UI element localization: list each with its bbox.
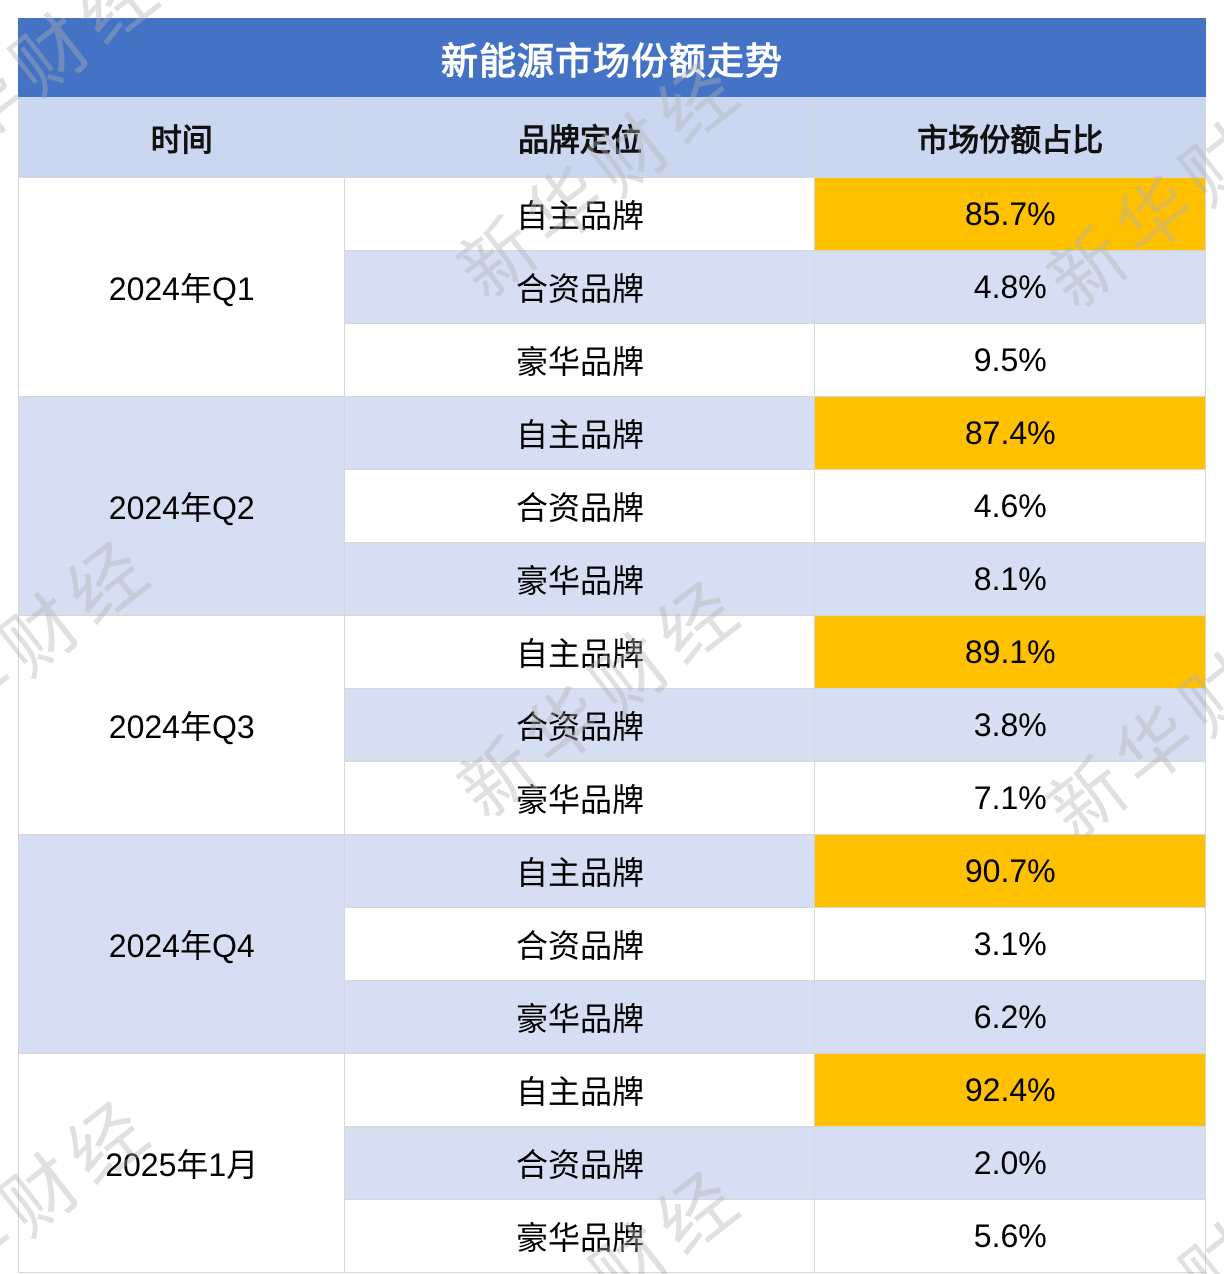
share-cell: 3.8% xyxy=(814,688,1206,762)
share-cell-highlight: 89.1% xyxy=(814,615,1206,689)
brand-cell: 自主品牌 xyxy=(344,177,816,251)
table-row: 豪华品牌 8.1% xyxy=(19,542,1206,616)
share-cell: 9.5% xyxy=(814,323,1206,397)
share-cell: 7.1% xyxy=(814,761,1206,835)
share-cell: 3.1% xyxy=(814,907,1206,981)
table-row: 合资品牌 3.1% xyxy=(19,907,1206,981)
share-cell: 2.0% xyxy=(814,1126,1206,1200)
period-cell: 2024年Q2 xyxy=(17,396,346,616)
share-cell-highlight: 92.4% xyxy=(814,1053,1206,1127)
brand-cell: 合资品牌 xyxy=(344,250,816,324)
table-row: 2024年Q2 自主品牌 87.4% xyxy=(17,396,1206,616)
period-cell: 2025年1月 xyxy=(17,1053,346,1273)
brand-cell: 合资品牌 xyxy=(344,688,816,762)
share-cell: 4.8% xyxy=(814,250,1206,324)
share-cell-highlight: 85.7% xyxy=(814,177,1206,251)
share-cell-highlight: 87.4% xyxy=(814,396,1206,470)
brand-cell: 自主品牌 xyxy=(344,396,816,470)
brand-cell: 合资品牌 xyxy=(344,1126,816,1200)
column-header-share: 市场份额占比 xyxy=(814,96,1206,178)
table-row: 合资品牌 3.8% xyxy=(19,688,1206,762)
share-cell-highlight: 90.7% xyxy=(814,834,1206,908)
brand-cell: 豪华品牌 xyxy=(344,542,816,616)
share-cell: 4.6% xyxy=(814,469,1206,543)
market-share-table: 新能源市场份额走势 时间 品牌定位 市场份额占比 2024年Q1 自主品牌 85… xyxy=(17,18,1206,1273)
table-row: 豪华品牌 7.1% xyxy=(19,761,1206,835)
table-header-row: 时间 品牌定位 市场份额占比 xyxy=(17,96,1206,178)
share-cell: 6.2% xyxy=(814,980,1206,1054)
period-cell: 2024年Q1 xyxy=(17,177,346,397)
brand-cell: 合资品牌 xyxy=(344,469,816,543)
table-row: 合资品牌 4.8% xyxy=(19,250,1206,324)
table-row: 合资品牌 4.6% xyxy=(19,469,1206,543)
brand-cell: 自主品牌 xyxy=(344,615,816,689)
brand-cell: 豪华品牌 xyxy=(344,980,816,1054)
table-row: 2024年Q3 自主品牌 89.1% xyxy=(17,615,1206,835)
table-title: 新能源市场份额走势 xyxy=(18,18,1206,97)
share-cell: 5.6% xyxy=(814,1199,1206,1273)
table-row: 2024年Q4 自主品牌 90.7% xyxy=(17,834,1206,1054)
share-cell: 8.1% xyxy=(814,542,1206,616)
column-header-brand: 品牌定位 xyxy=(344,96,816,178)
brand-cell: 豪华品牌 xyxy=(344,1199,816,1273)
table-row: 豪华品牌 5.6% xyxy=(19,1199,1206,1273)
table-row: 2024年Q1 自主品牌 85.7% xyxy=(17,177,1206,397)
brand-cell: 豪华品牌 xyxy=(344,761,816,835)
brand-cell: 合资品牌 xyxy=(344,907,816,981)
brand-cell: 豪华品牌 xyxy=(344,323,816,397)
brand-cell: 自主品牌 xyxy=(344,1053,816,1127)
table-title-row: 新能源市场份额走势 xyxy=(18,18,1206,97)
table-row: 2025年1月 自主品牌 92.4% xyxy=(17,1053,1206,1273)
column-header-time: 时间 xyxy=(17,96,346,178)
period-cell: 2024年Q4 xyxy=(17,834,346,1054)
period-cell: 2024年Q3 xyxy=(17,615,346,835)
brand-cell: 自主品牌 xyxy=(344,834,816,908)
